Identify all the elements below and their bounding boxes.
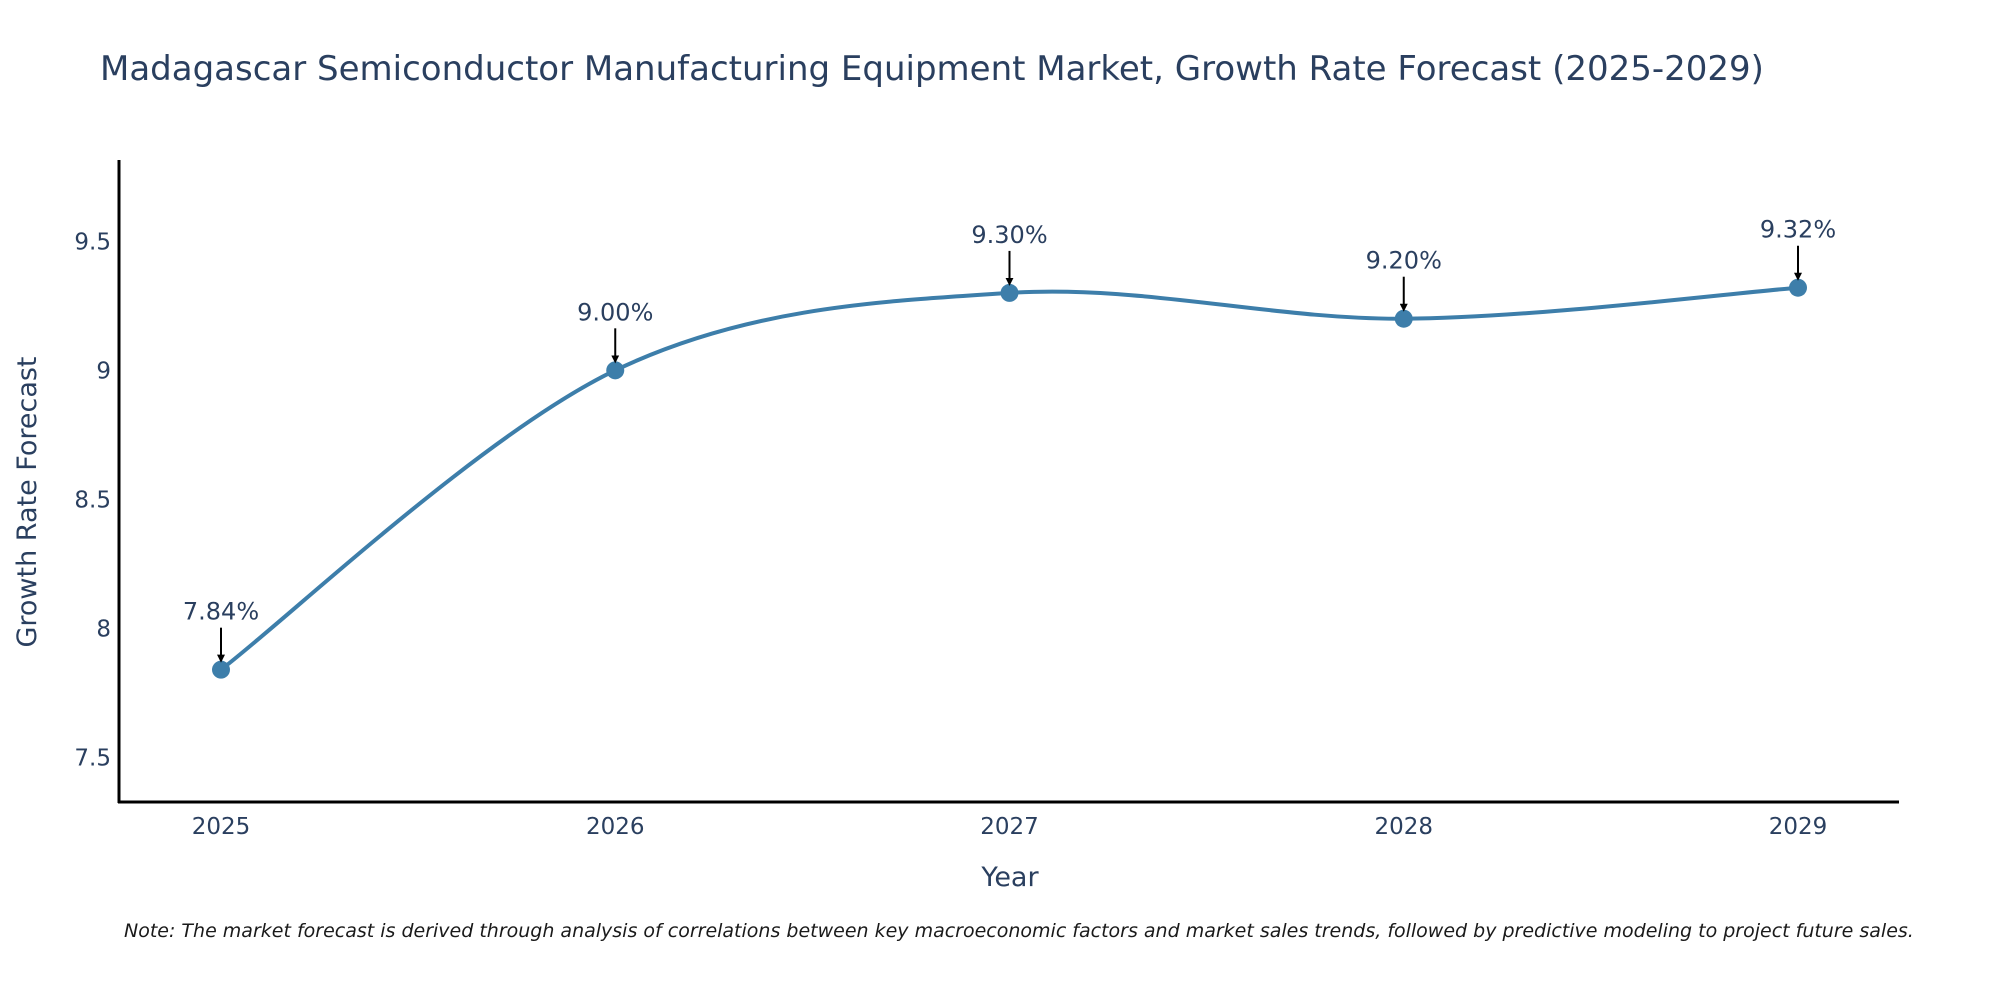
y-tick-label: 7.5 (74, 745, 111, 771)
data-point (212, 660, 230, 679)
data-annotations: 7.84% 9.00% 9.30% 9.20% 9.32% (183, 216, 1836, 663)
data-point (1000, 283, 1019, 302)
y-tick-labels: 7.5 8 8.5 9 9.5 (74, 229, 111, 771)
y-tick-label: 8 (96, 616, 111, 642)
series-line (219, 285, 1800, 672)
x-tick-label: 2026 (586, 814, 645, 840)
x-tick-label: 2028 (1374, 814, 1433, 840)
x-tick-labels: 2025 2026 2027 2028 2029 (192, 814, 1828, 840)
data-point (606, 361, 625, 380)
x-tick-label: 2027 (980, 814, 1039, 840)
data-points (212, 278, 1807, 679)
x-tick-label: 2029 (1769, 814, 1828, 840)
x-axis-title: Year (980, 862, 1039, 893)
footnote: Note: The market forecast is derived thr… (124, 920, 1914, 942)
y-axis-title: Growth Rate Forecast (12, 356, 43, 647)
data-point (1789, 278, 1807, 297)
x-tick-label: 2025 (192, 814, 251, 840)
data-label: 9.20% (1366, 247, 1442, 275)
data-label: 7.84% (183, 598, 259, 626)
y-tick-label: 8.5 (74, 487, 111, 513)
data-point (1394, 309, 1413, 328)
data-label: 9.32% (1760, 216, 1836, 244)
y-tick-label: 9.5 (74, 229, 111, 255)
chart-title: Madagascar Semiconductor Manufacturing E… (100, 49, 1764, 89)
y-tick-label: 9 (96, 358, 111, 384)
data-label: 9.00% (577, 298, 653, 326)
data-label: 9.30% (971, 221, 1047, 249)
